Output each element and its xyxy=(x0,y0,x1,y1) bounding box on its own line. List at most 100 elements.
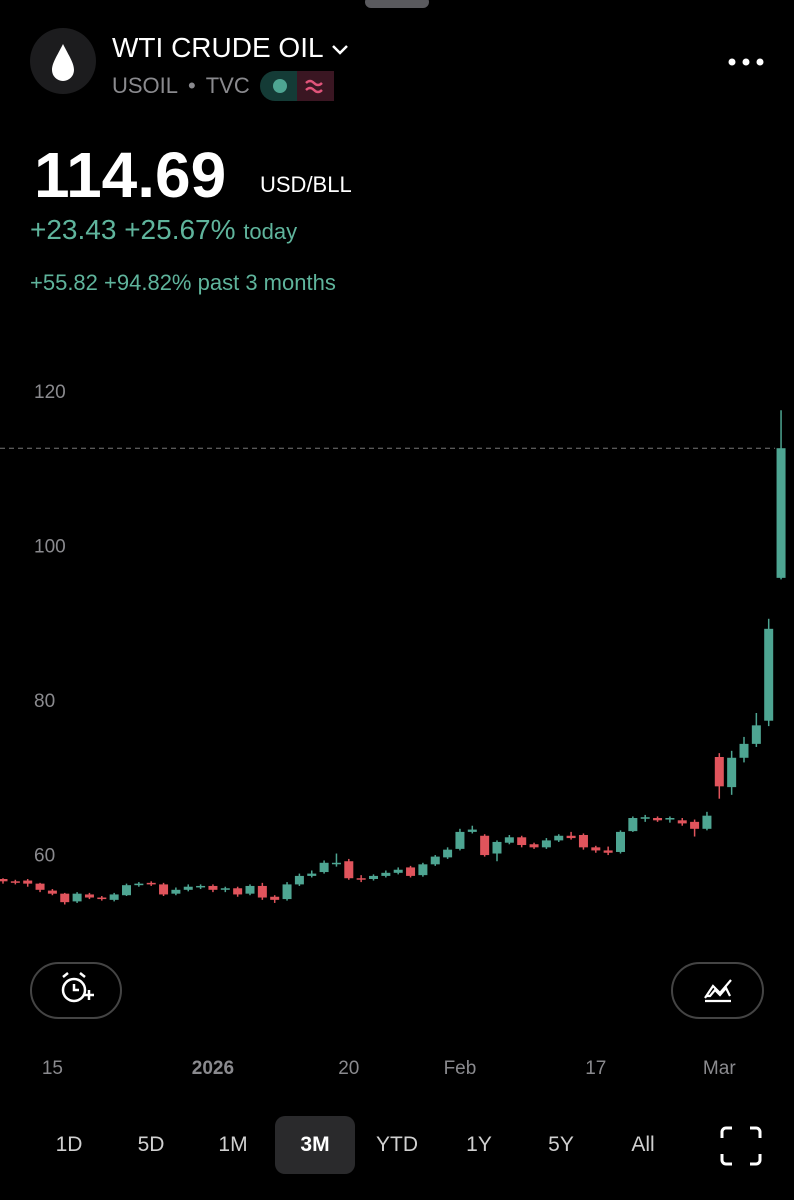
candle-body xyxy=(47,890,57,894)
candle-body xyxy=(331,862,341,865)
symbol: USOIL xyxy=(112,73,179,98)
price: 114.69 xyxy=(34,139,227,211)
timeframe-option[interactable]: 1Y xyxy=(466,1133,492,1156)
timeframe-option[interactable]: 3M xyxy=(275,1116,355,1174)
candle-body xyxy=(541,840,551,848)
candle-body xyxy=(764,628,774,721)
candle-body xyxy=(319,862,329,873)
candle-body xyxy=(356,878,366,880)
symbol-sub: USOIL • TVC xyxy=(112,70,336,102)
menu-dot xyxy=(756,58,764,66)
change-period: today xyxy=(243,219,298,244)
candle-body xyxy=(751,725,761,744)
timeframe-option[interactable]: 5Y xyxy=(548,1133,574,1156)
candle-body xyxy=(60,893,70,903)
separator: • xyxy=(188,73,196,98)
candle-body xyxy=(257,885,267,898)
drag-handle xyxy=(365,0,429,8)
candle-body xyxy=(690,821,700,829)
candle-body xyxy=(72,893,82,902)
candle-body xyxy=(591,847,601,851)
drop-icon xyxy=(52,44,74,81)
indicator-icon xyxy=(704,979,732,1003)
x-tick-label: Mar xyxy=(703,1058,736,1079)
timeframe-option[interactable]: 1M xyxy=(218,1133,248,1156)
candle-body xyxy=(344,861,354,879)
candle-body xyxy=(294,875,304,885)
symbol-icon xyxy=(30,28,96,94)
candle-body xyxy=(393,869,403,873)
x-tick-label: 2026 xyxy=(192,1058,234,1079)
x-tick-label: 17 xyxy=(585,1058,606,1079)
x-tick-label: Feb xyxy=(444,1058,477,1079)
candle-body xyxy=(282,884,292,900)
candle-body xyxy=(0,879,8,882)
candle-body xyxy=(467,829,477,832)
candle-body xyxy=(665,818,675,820)
timeframe-option[interactable]: 1D xyxy=(55,1133,83,1156)
candle-body xyxy=(23,880,33,884)
chevron xyxy=(332,45,349,55)
candle-body xyxy=(714,757,724,787)
change-today: +23.43 +25.67% today xyxy=(30,214,297,246)
symbol-title[interactable]: WTI CRUDE OIL xyxy=(112,32,350,64)
fullscreen-button[interactable] xyxy=(720,1126,762,1166)
candle-body xyxy=(35,883,45,890)
timeframe-option[interactable]: 5D xyxy=(137,1133,165,1156)
candle-body xyxy=(492,841,502,854)
candle-body xyxy=(578,834,588,848)
y-tick-label: 60 xyxy=(34,846,55,867)
candle-body xyxy=(504,837,514,843)
alarm-icon xyxy=(62,972,94,1000)
x-tick-label: 15 xyxy=(42,1058,63,1079)
candle-body xyxy=(220,888,230,890)
change-range: +55.82 +94.82% past 3 months xyxy=(30,270,336,296)
candle-body xyxy=(381,872,391,876)
range-change: +55.82 xyxy=(30,270,98,295)
candle-body xyxy=(603,850,613,853)
candle-body xyxy=(171,889,181,894)
candle-body xyxy=(159,884,169,895)
candle-body xyxy=(122,885,131,896)
candle-body xyxy=(455,831,465,849)
candle-body xyxy=(727,757,737,788)
candle-body xyxy=(418,864,428,876)
timeframe-option[interactable]: All xyxy=(631,1133,655,1156)
candle-body xyxy=(270,896,280,900)
candle-body xyxy=(480,835,490,856)
candle-body xyxy=(307,873,317,876)
candle-body xyxy=(628,818,638,832)
candle-body xyxy=(109,894,119,900)
price-unit: USD/BLL xyxy=(260,172,352,197)
y-tick-label: 120 xyxy=(34,382,66,403)
candle-body xyxy=(529,844,539,848)
x-tick-label: 20 xyxy=(338,1058,359,1079)
change-pct: +25.67% xyxy=(124,214,236,245)
title-text: WTI CRUDE OIL xyxy=(112,32,323,63)
candle-body xyxy=(233,888,243,895)
timeframe-option[interactable]: YTD xyxy=(376,1133,418,1156)
candle-body xyxy=(430,856,440,865)
candle-body xyxy=(616,831,625,852)
indicator-button[interactable] xyxy=(671,962,764,1019)
alarm-icon xyxy=(61,977,87,1003)
candle-body xyxy=(566,835,576,839)
candle-body xyxy=(640,817,650,819)
exchange: TVC xyxy=(205,73,250,98)
candle-body xyxy=(146,882,156,885)
candle-body xyxy=(443,849,453,858)
candle-body xyxy=(653,818,663,821)
menu-dot xyxy=(742,58,750,66)
candle-body xyxy=(554,835,564,841)
candle-body xyxy=(245,885,255,894)
alert-button[interactable] xyxy=(30,962,122,1019)
candle-body xyxy=(84,894,94,898)
candle-body xyxy=(134,883,144,886)
candle-body xyxy=(196,885,206,888)
candle-body xyxy=(776,448,786,578)
candle-body xyxy=(10,881,20,883)
range-period: past 3 months xyxy=(197,270,336,295)
change: +23.43 xyxy=(30,214,117,245)
